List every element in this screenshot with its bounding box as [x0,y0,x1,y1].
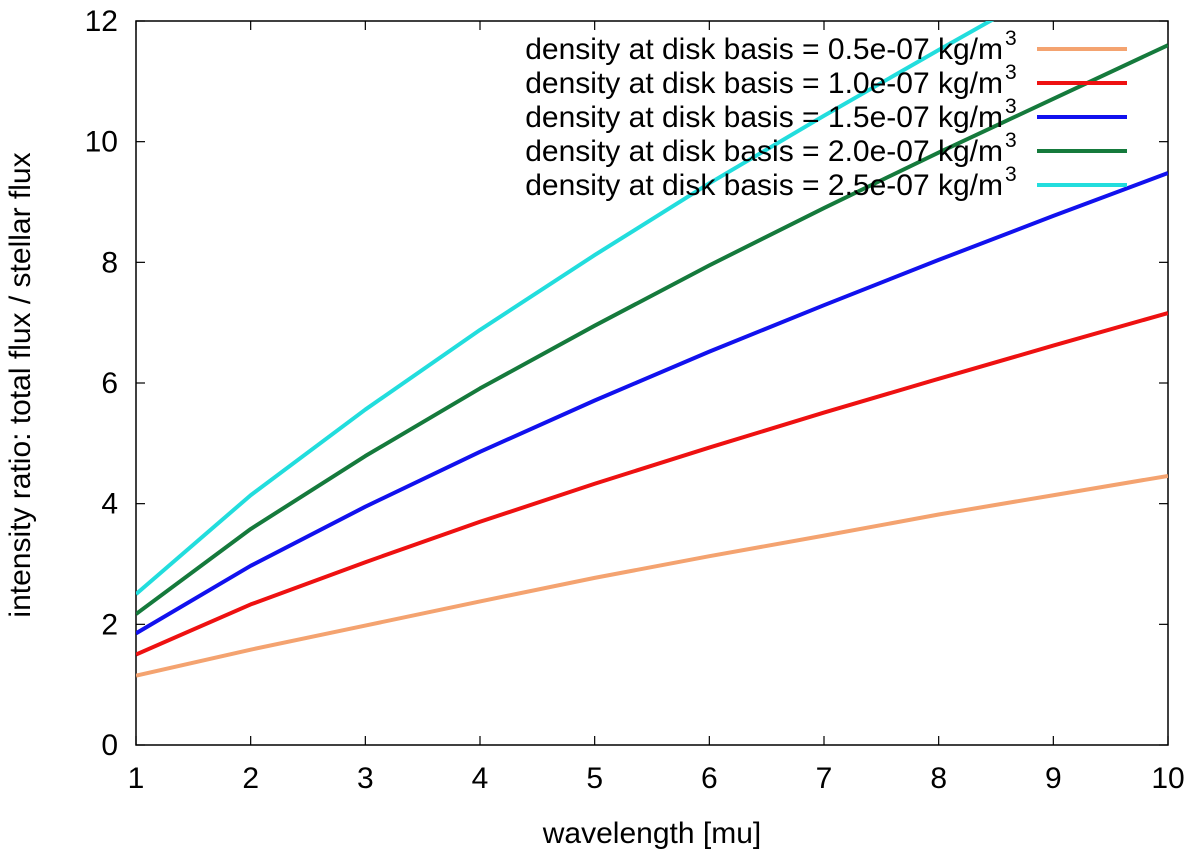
y-tick-label: 10 [85,126,118,159]
series-line-2 [136,311,1168,657]
x-tick-label: 2 [242,762,259,795]
x-tick-label: 4 [472,762,489,795]
y-tick-label: 0 [101,729,118,762]
y-tick-label: 4 [101,488,118,521]
y-tick-label: 2 [101,608,118,641]
x-tick-label: 6 [701,762,718,795]
series-line-1 [136,473,1168,678]
series-layer [136,21,1168,678]
series-line-3 [136,171,1168,636]
legend-superscript-2: 3 [1005,61,1017,84]
legend-label-4: density at disk basis = 2.0e-07 kg/m [525,135,1003,168]
x-tick-label: 7 [816,762,833,795]
x-tick-label: 3 [357,762,374,795]
y-tick-label: 12 [85,5,118,38]
legend-superscript-3: 3 [1005,95,1017,118]
legend-superscript-1: 3 [1005,27,1017,50]
legend-label-5: density at disk basis = 2.5e-07 kg/m [525,169,1003,202]
series-line-5 [136,21,995,596]
x-tick-label: 10 [1151,762,1184,795]
legend-label-1: density at disk basis = 0.5e-07 kg/m [525,33,1003,66]
x-tick-label: 8 [930,762,947,795]
y-tick-label: 6 [101,367,118,400]
legend-superscript-5: 3 [1005,163,1017,186]
legend: density at disk basis = 0.5e-07 kg/m 3den… [525,27,1127,202]
x-tick-label: 5 [586,762,603,795]
x-tick-label: 9 [1045,762,1062,795]
legend-label-3: density at disk basis = 1.5e-07 kg/m [525,101,1003,134]
x-axis-title: wavelength [mu] [542,817,761,850]
x-tick-label: 1 [128,762,145,795]
legend-label-2: density at disk basis = 1.0e-07 kg/m [525,67,1003,100]
series-line-4 [136,43,1168,616]
y-axis-title: intensity ratio: total flux / stellar fl… [4,152,37,617]
legend-superscript-4: 3 [1005,129,1017,152]
y-tick-label: 8 [101,246,118,279]
